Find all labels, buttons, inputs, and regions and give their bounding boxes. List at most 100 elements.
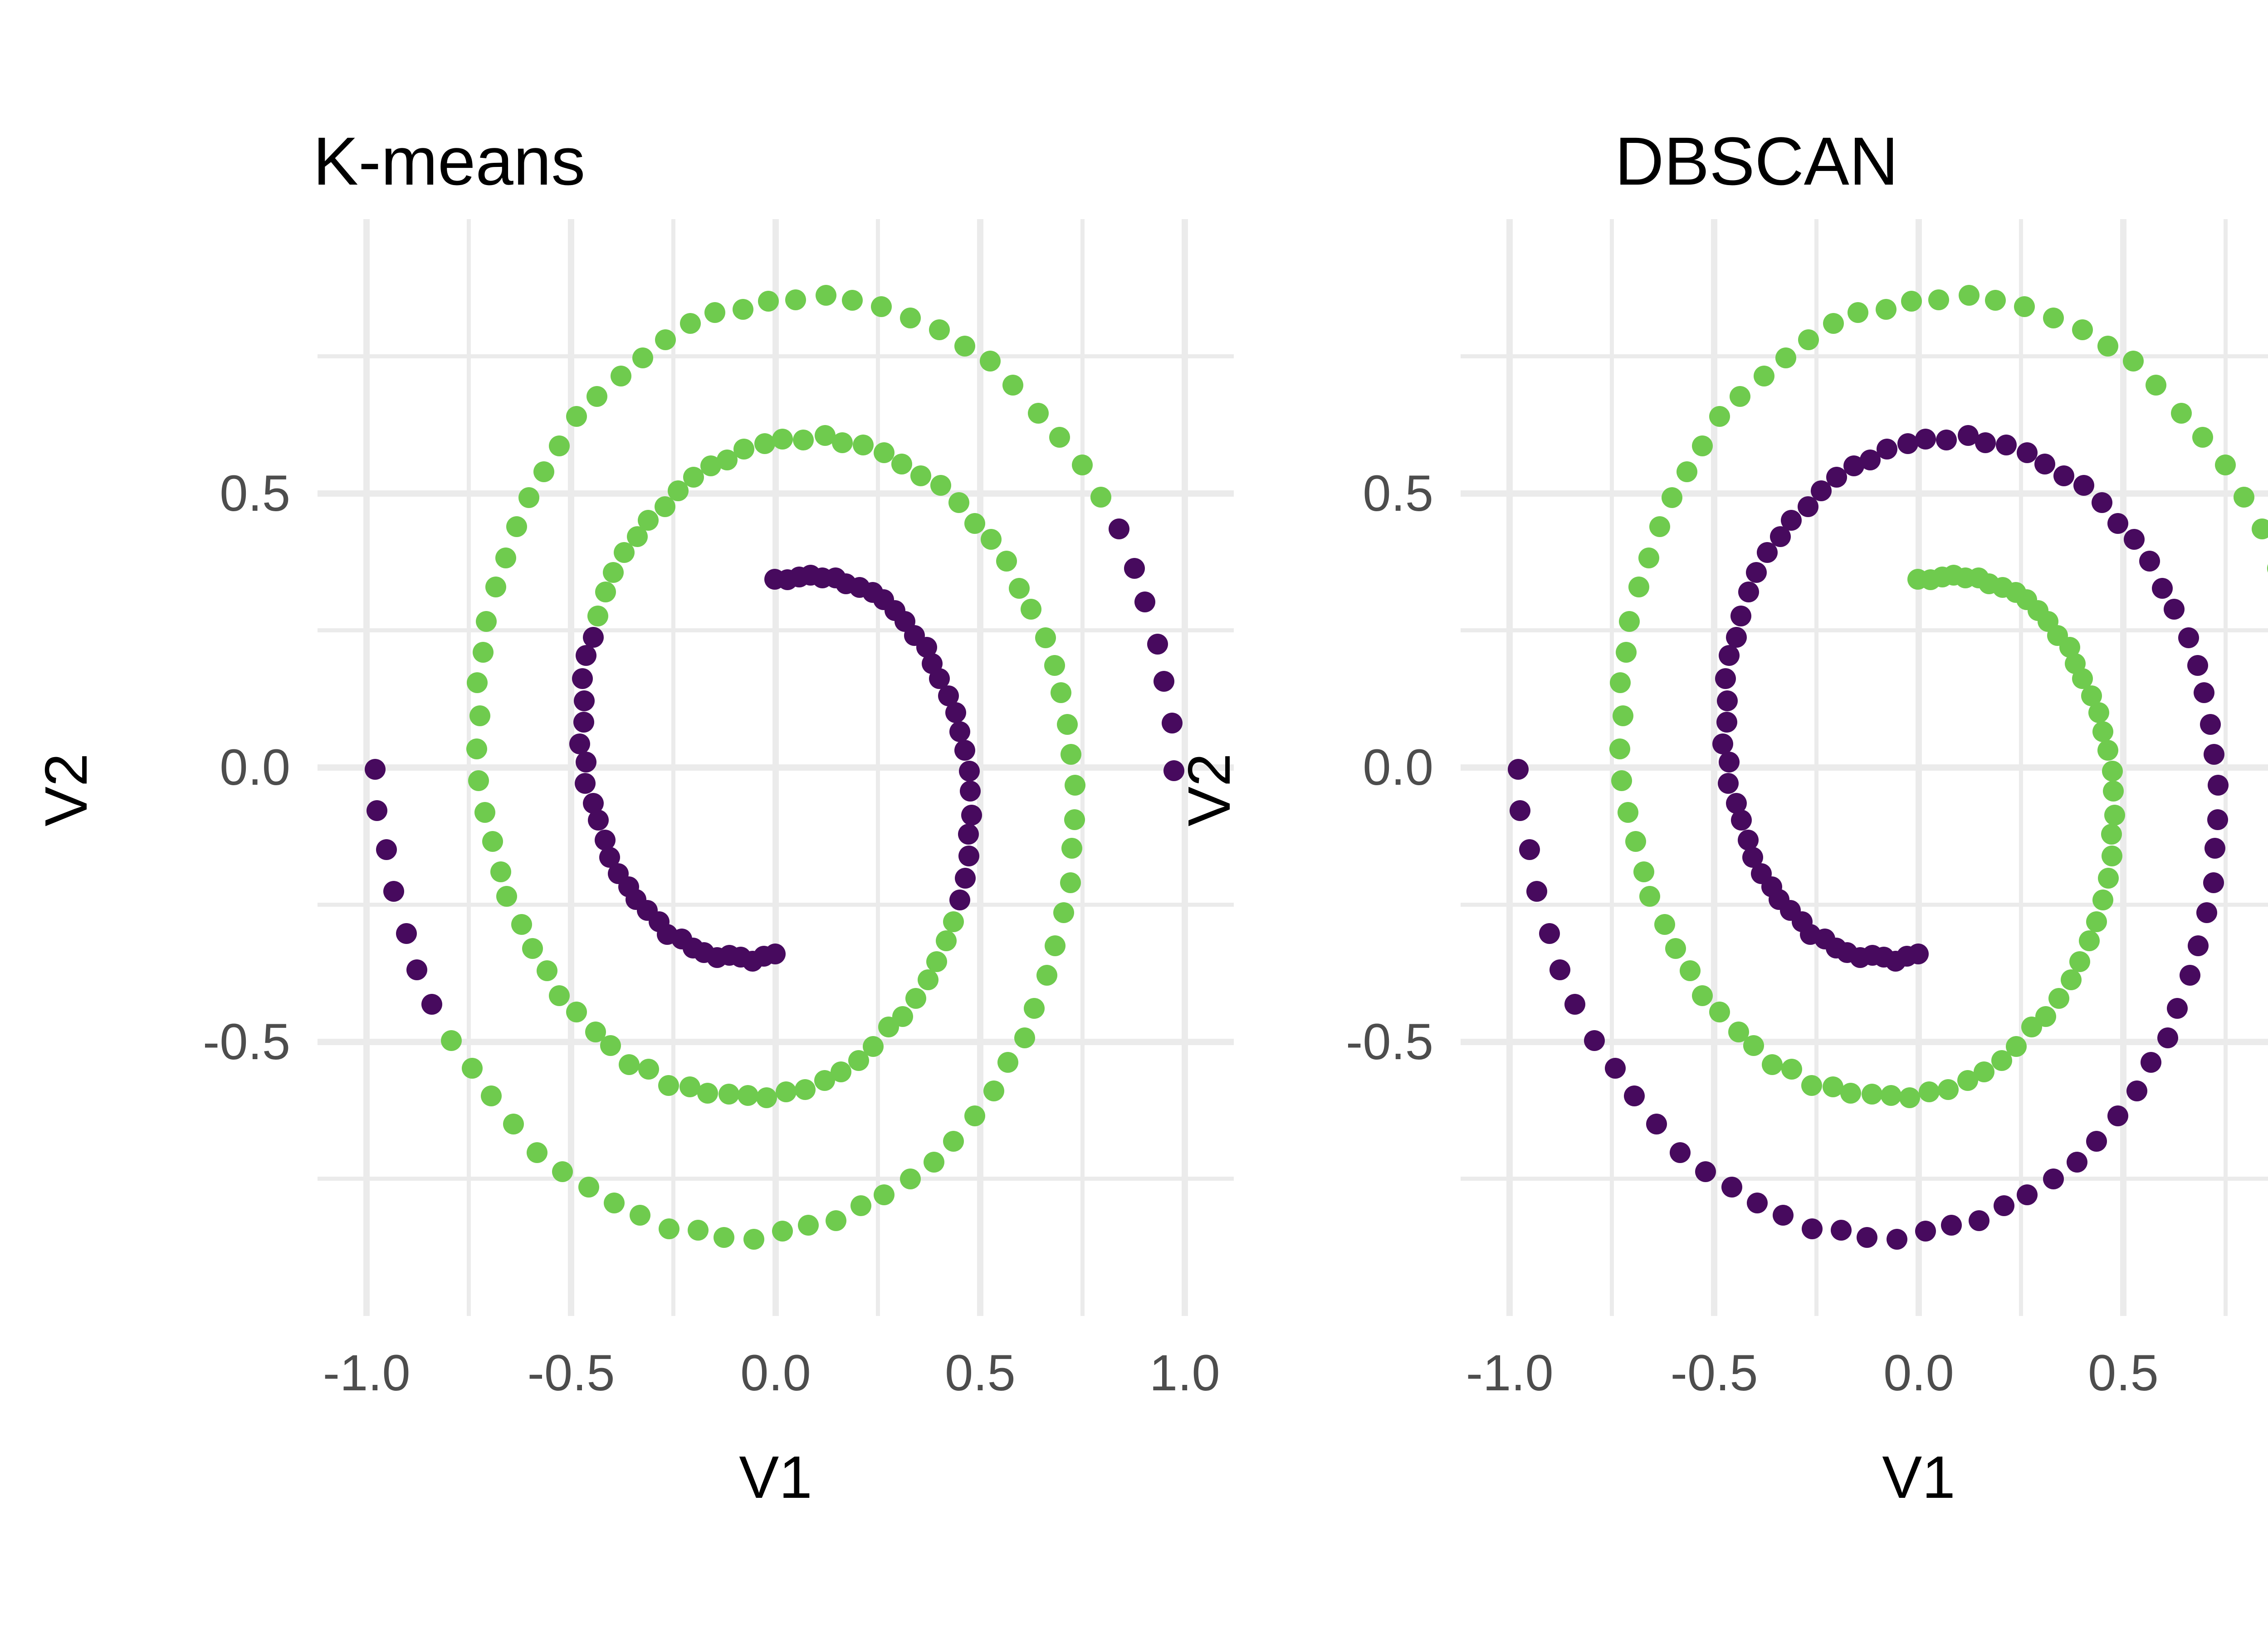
data-point (1823, 313, 1844, 334)
data-point (474, 802, 496, 823)
x-axis-tick-label: 0.5 (2088, 1345, 2159, 1401)
data-point (1618, 611, 1640, 632)
data-point (1875, 298, 1897, 320)
data-point (1993, 1195, 2014, 1217)
data-point (1695, 1161, 1716, 1182)
data-point (1754, 366, 1775, 387)
data-point (2203, 872, 2224, 893)
data-point (700, 455, 721, 476)
data-point (2092, 890, 2113, 911)
data-point (964, 1105, 986, 1127)
data-point (1772, 1204, 1794, 1226)
plot-panel-kmeans (318, 219, 1234, 1316)
data-point (852, 434, 874, 455)
data-point (406, 959, 427, 981)
data-point (943, 1130, 964, 1152)
data-point (2102, 780, 2124, 802)
data-point (850, 1195, 871, 1217)
data-point (2092, 492, 2113, 513)
data-point (1969, 1210, 1990, 1231)
data-point (1680, 960, 1701, 981)
panel-title-kmeans: K-means (313, 123, 586, 199)
data-point (1633, 861, 1655, 882)
data-point (1654, 914, 1676, 935)
data-point (1057, 714, 1078, 735)
data-point (2079, 930, 2100, 952)
data-point (2200, 714, 2221, 735)
data-point (552, 1161, 573, 1182)
data-point (1726, 626, 1747, 648)
gridline-major-horizontal (318, 1038, 1234, 1045)
data-point (1907, 944, 1929, 965)
data-point (798, 1215, 819, 1236)
data-point (461, 1058, 483, 1079)
data-point (1061, 837, 1083, 859)
data-point (2043, 308, 2064, 329)
data-point (2157, 1027, 2179, 1048)
data-point (958, 845, 980, 866)
data-point (979, 351, 1001, 372)
data-point (506, 516, 528, 538)
data-point (1715, 668, 1736, 689)
data-point (679, 313, 701, 334)
gridline-major-horizontal (318, 490, 1234, 497)
data-point (1775, 347, 1796, 368)
data-point (549, 435, 570, 457)
data-point (958, 823, 979, 845)
data-point (683, 466, 704, 488)
data-point (873, 442, 894, 463)
data-point (1826, 466, 1847, 488)
data-point (1649, 516, 1671, 538)
data-point (1901, 290, 1922, 312)
gridline-minor-horizontal (1461, 902, 2268, 907)
data-point (466, 738, 488, 760)
x-axis-title: V1 (739, 1444, 812, 1511)
data-point (600, 1035, 621, 1056)
data-point (490, 861, 512, 882)
data-point (503, 1113, 524, 1134)
data-point (870, 296, 892, 318)
data-point (1014, 1027, 1036, 1048)
data-point (954, 336, 975, 357)
data-point (611, 366, 632, 387)
y-axis-tick-label: 0.0 (220, 739, 290, 796)
data-point (1060, 744, 1081, 765)
y-axis-tick-label: -0.5 (203, 1013, 290, 1070)
data-point (364, 759, 386, 780)
data-point (1049, 427, 1070, 448)
data-point (1928, 289, 1950, 311)
data-point (2006, 1036, 2027, 1057)
data-point (863, 1036, 884, 1057)
data-point (537, 960, 558, 981)
data-point (815, 285, 836, 306)
data-point (841, 290, 863, 311)
data-point (961, 804, 982, 826)
data-point (1801, 1218, 1823, 1239)
data-point (574, 772, 596, 794)
data-point (772, 429, 793, 450)
data-point (2092, 721, 2113, 743)
panel-title-dbscan: DBSCAN (1615, 123, 1899, 199)
data-point (2066, 1151, 2087, 1173)
data-point (421, 993, 442, 1015)
data-point (1840, 1083, 1861, 1104)
data-point (1623, 1085, 1645, 1106)
data-point (1147, 634, 1168, 655)
data-point (549, 985, 570, 1007)
data-point (983, 1080, 1005, 1101)
data-point (1065, 775, 1086, 796)
data-point (573, 690, 595, 711)
data-point (2251, 518, 2268, 540)
x-axis-tick-label: -0.5 (527, 1345, 615, 1401)
gridline-minor-horizontal (1461, 628, 2268, 633)
data-point (2014, 296, 2035, 318)
x-axis-tick-label: 0.0 (1883, 1345, 1954, 1401)
data-point (930, 474, 951, 496)
data-point (826, 1210, 847, 1231)
data-point (1975, 432, 1996, 454)
data-point (1936, 429, 1957, 450)
data-point (785, 289, 807, 311)
data-point (764, 568, 786, 590)
data-point (2139, 550, 2160, 572)
data-point (688, 1219, 709, 1241)
